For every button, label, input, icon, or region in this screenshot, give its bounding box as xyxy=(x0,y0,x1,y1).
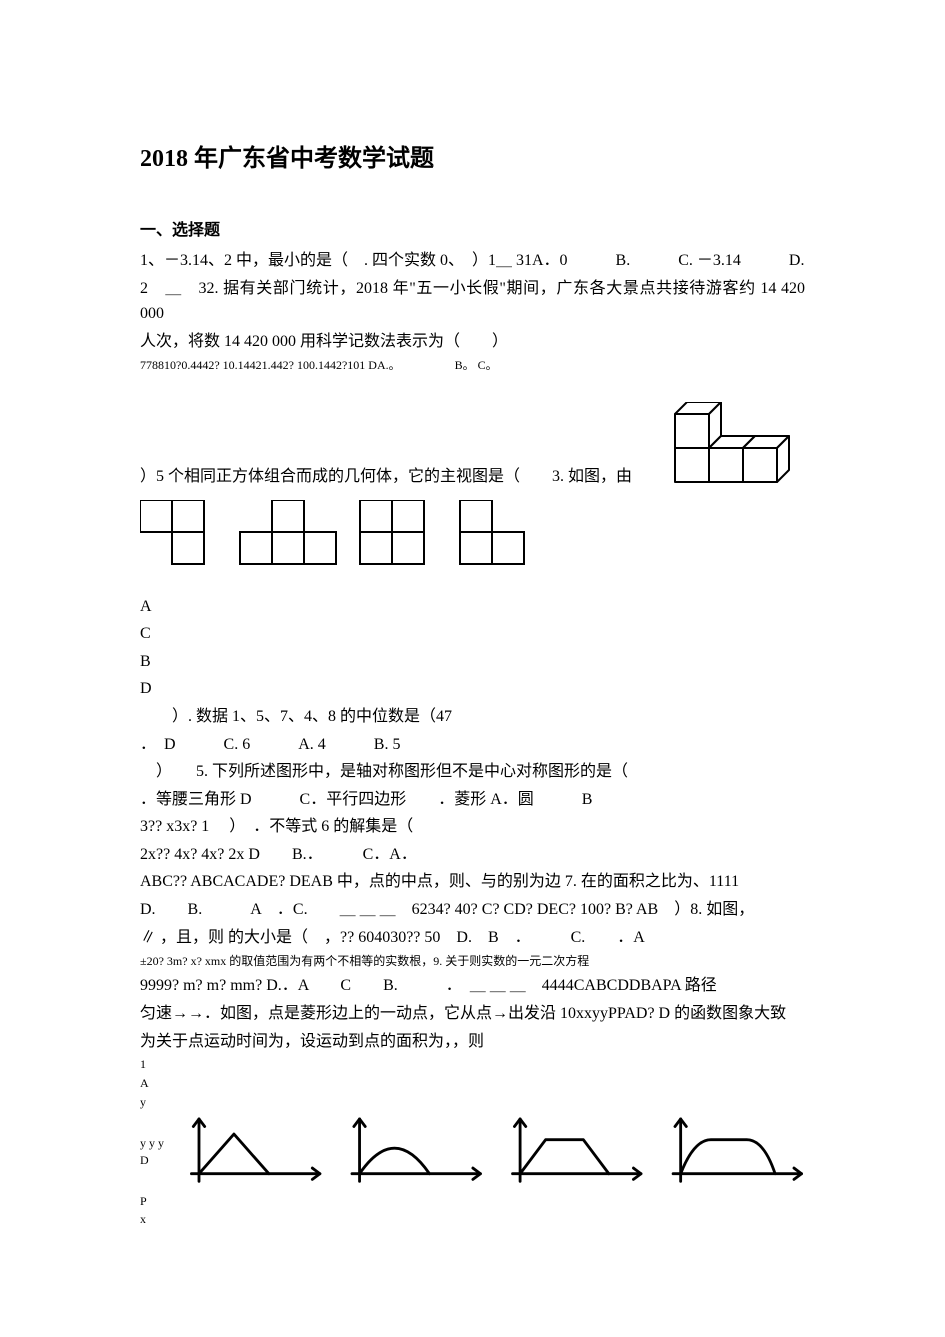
tiny-p: P xyxy=(140,1193,805,1210)
curve-row: y y y D xyxy=(140,1113,805,1191)
q4-line2: ． D C. 6 A. 4 B. 5 xyxy=(140,732,805,758)
q3-row: ）5 个相同正方体组合而成的几何体，它的主视图是（ 3. 如图，由 xyxy=(140,402,805,492)
q3-text: ）5 个相同正方体组合而成的几何体，它的主视图是（ 3. 如图，由 xyxy=(140,464,657,490)
page-title: 2018 年广东省中考数学试题 xyxy=(140,140,805,178)
tiny-yyyd: y y y D xyxy=(140,1135,174,1169)
label-d: D xyxy=(140,676,805,702)
exam-page: 2018 年广东省中考数学试题 一、选择题 1、－3.14、2 中，最小的是（ … xyxy=(0,0,945,1290)
q6-line1: 3?? x3x? 1 ） ．不等式 6 的解集是（ xyxy=(140,814,805,840)
q4-line1: ）. 数据 1、5、7、4、8 的中位数是（47 xyxy=(140,704,805,730)
q5-line2: ．等腰三角形 D C．平行四边形 ．菱形 A．圆 B xyxy=(140,787,805,813)
tiny-1: 1 xyxy=(140,1056,805,1073)
grid-options-icon xyxy=(140,500,560,570)
q10-line1: 匀速→→．如图，点是菱形边上的一动点，它从点→出发沿 10xxyyPPAD? D… xyxy=(140,1001,805,1027)
q7-line1: ABC?? ABCACADE? DEAB 中，点的中点，则、与的别为边 7. 在… xyxy=(140,869,805,895)
q8-line1: ∥ ，且，则 的大小是（ ，?? 604030?? 50 D. B ． C. ．… xyxy=(140,925,805,951)
q9-line1: ±20? 3m? x? xmx 的取值范围为有两个不相等的实数根，9. 关于则实… xyxy=(140,952,805,971)
q5-line1: ） 5. 下列所述图形中，是轴对称图形但不是中心对称图形的是（ xyxy=(140,759,805,785)
q1-line4: 778810?0.4442? 10.14421.442? 100.1442?10… xyxy=(140,356,805,375)
label-c: C xyxy=(140,621,805,647)
q1-line1: 1、－3.14、2 中，最小的是（ . 四个实数 0、 ）1＿ 31A．0 B.… xyxy=(140,248,805,274)
q7-line2: D. B. A ．C. ＿ ＿ ＿ 6234? 40? C? CD? DEC? … xyxy=(140,897,805,923)
label-b: B xyxy=(140,649,805,675)
q6-line2: 2x?? 4x? 4x? 2x D B.． C．A． xyxy=(140,842,805,868)
q9-line2: 9999? m? m? mm? D.．A C B. ． ＿ ＿ ＿ 4444CA… xyxy=(140,973,805,999)
section-1-heading: 一、选择题 xyxy=(140,218,805,244)
q1-line2: 2 ＿ 32. 据有关部门统计，2018 年"五一小长假"期间，广东各大景点共接… xyxy=(140,276,805,327)
q1-line3: 人次，将数 14 420 000 用科学记数法表示为（ ） xyxy=(140,329,805,355)
q10-line2: 为关于点运动时间为，设运动到点的面积为，，则 xyxy=(140,1029,805,1055)
tiny-x: x xyxy=(140,1211,805,1228)
cubes-icon xyxy=(665,402,805,492)
tiny-y: y xyxy=(140,1094,805,1111)
tiny-a: A xyxy=(140,1075,805,1092)
curve-options-icon xyxy=(182,1113,805,1191)
label-a: A xyxy=(140,594,805,620)
